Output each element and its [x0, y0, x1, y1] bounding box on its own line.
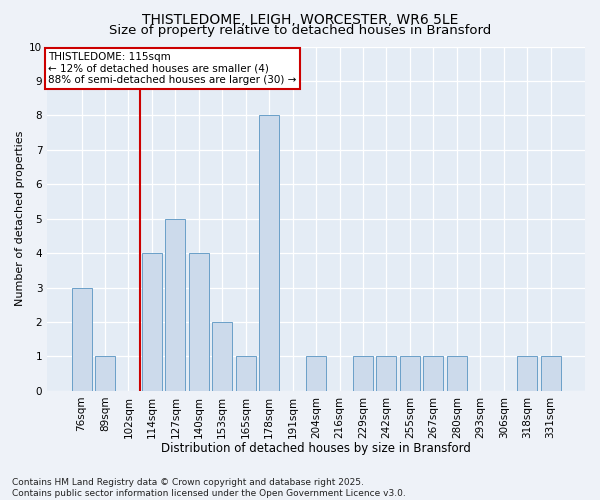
Bar: [212, 322, 232, 391]
Text: Contains HM Land Registry data © Crown copyright and database right 2025.
Contai: Contains HM Land Registry data © Crown c…: [12, 478, 406, 498]
Bar: [71, 288, 92, 391]
Bar: [541, 356, 560, 391]
Text: Size of property relative to detached houses in Bransford: Size of property relative to detached ho…: [109, 24, 491, 37]
Bar: [166, 218, 185, 391]
Bar: [376, 356, 397, 391]
Bar: [259, 116, 279, 391]
Bar: [400, 356, 420, 391]
Bar: [236, 356, 256, 391]
Text: THISTLEDOME, LEIGH, WORCESTER, WR6 5LE: THISTLEDOME, LEIGH, WORCESTER, WR6 5LE: [142, 12, 458, 26]
Bar: [306, 356, 326, 391]
Y-axis label: Number of detached properties: Number of detached properties: [15, 131, 25, 306]
Bar: [517, 356, 537, 391]
Bar: [353, 356, 373, 391]
X-axis label: Distribution of detached houses by size in Bransford: Distribution of detached houses by size …: [161, 442, 471, 455]
Text: THISTLEDOME: 115sqm
← 12% of detached houses are smaller (4)
88% of semi-detache: THISTLEDOME: 115sqm ← 12% of detached ho…: [48, 52, 296, 85]
Bar: [424, 356, 443, 391]
Bar: [447, 356, 467, 391]
Bar: [189, 253, 209, 391]
Bar: [142, 253, 162, 391]
Bar: [95, 356, 115, 391]
